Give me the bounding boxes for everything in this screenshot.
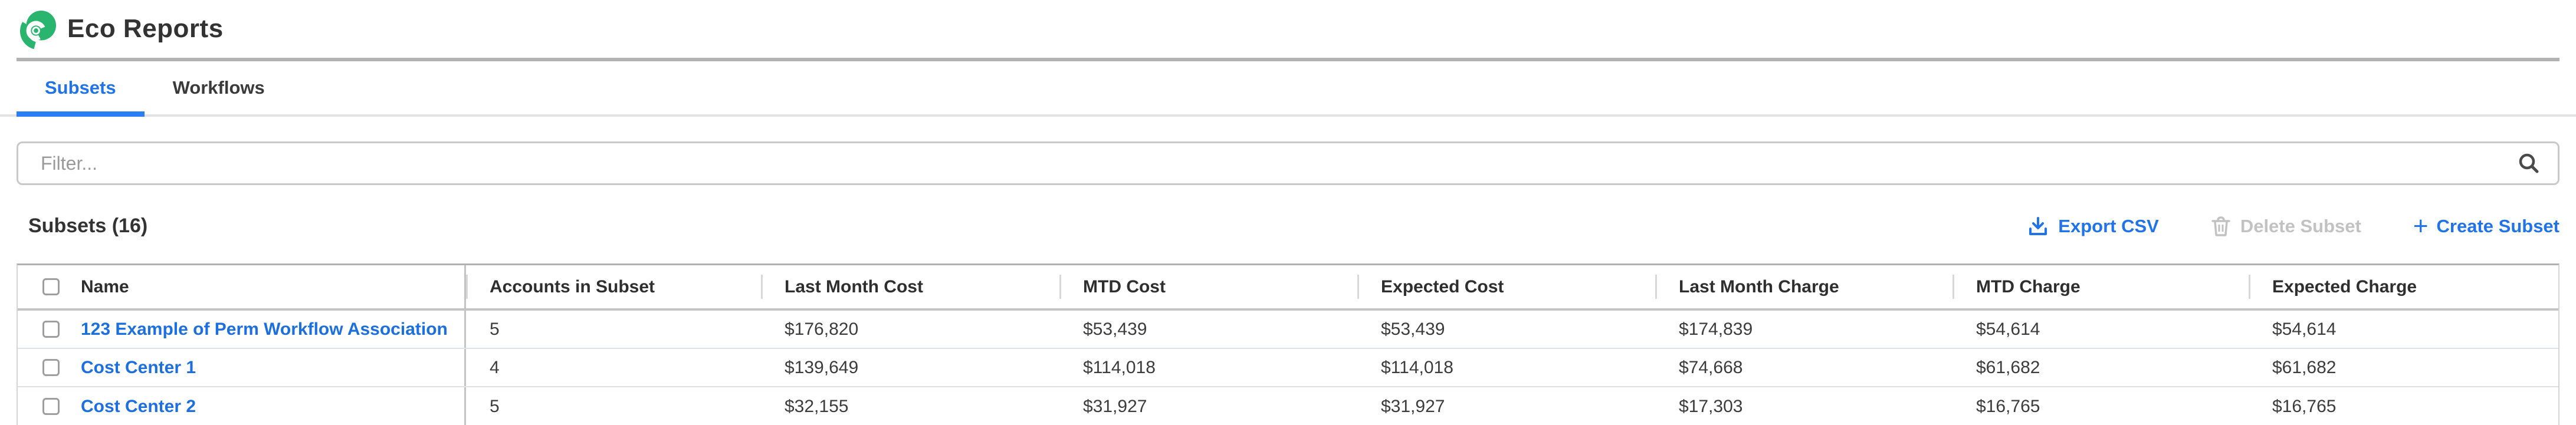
cell-expected-charge: $54,614 <box>2272 319 2337 339</box>
page-title: Eco Reports <box>67 14 224 43</box>
cell-expected-cost: $53,439 <box>1381 319 1445 339</box>
cell-accounts: 4 <box>490 357 500 377</box>
select-all-checkbox[interactable] <box>42 278 60 295</box>
cell-last-month-charge: $74,668 <box>1679 357 1743 377</box>
subset-link[interactable]: Cost Center 1 <box>81 357 196 377</box>
row-checkbox[interactable] <box>42 321 60 338</box>
section-title: Subsets (16) <box>28 215 148 237</box>
cell-mtd-charge: $54,614 <box>1976 319 2040 339</box>
create-subset-label: Create Subset <box>2436 215 2559 236</box>
subset-link[interactable]: Cost Center 2 <box>81 396 196 416</box>
subsets-table: Name Accounts in Subset Last Month Cost … <box>17 263 2559 425</box>
cell-last-month-cost: $139,649 <box>785 357 859 377</box>
header-last-month-cost: Last Month Cost <box>761 265 1059 308</box>
table-header-row: Name Accounts in Subset Last Month Cost … <box>18 265 2558 311</box>
header-expected-charge: Expected Charge <box>2249 265 2558 308</box>
cell-last-month-charge: $174,839 <box>1679 319 1753 339</box>
header-mtd-charge: MTD Charge <box>1952 265 2249 308</box>
subset-link[interactable]: 123 Example of Perm Workflow Association <box>81 319 448 339</box>
cell-mtd-cost: $53,439 <box>1083 319 1147 339</box>
row-name-cell: 123 Example of Perm Workflow Association <box>18 311 466 348</box>
tab-bar: Subsets Workflows <box>0 61 2576 117</box>
cell-mtd-cost: $114,018 <box>1083 357 1156 377</box>
tab-workflows[interactable]: Workflows <box>145 61 293 114</box>
export-csv-button[interactable]: Export CSV <box>2027 216 2159 237</box>
header-name: Name <box>18 265 466 308</box>
row-checkbox[interactable] <box>42 359 60 376</box>
section-header: Subsets (16) Export CSV <box>17 211 2559 240</box>
tab-workflows-label: Workflows <box>172 77 265 98</box>
cell-mtd-charge: $16,765 <box>1976 396 2040 416</box>
header-accounts-in-subset: Accounts in Subset <box>466 265 761 308</box>
cell-accounts: 5 <box>490 396 500 416</box>
header-divider <box>17 58 2559 61</box>
filter-input[interactable] <box>17 141 2559 185</box>
cell-expected-cost: $31,927 <box>1381 396 1445 416</box>
trash-icon <box>2211 216 2231 237</box>
app-header: Eco Reports <box>0 0 2576 58</box>
create-subset-button[interactable]: + Create Subset <box>2413 211 2559 240</box>
delete-subset-button[interactable]: Delete Subset <box>2211 216 2361 237</box>
eco-logo-icon <box>20 10 57 49</box>
table-row: 123 Example of Perm Workflow Association… <box>18 311 2558 349</box>
table-row: Cost Center 2 5 $32,155 $31,927 $31,927 … <box>18 387 2558 425</box>
plus-icon: + <box>2413 211 2429 240</box>
cell-mtd-cost: $31,927 <box>1083 396 1147 416</box>
row-name-cell: Cost Center 1 <box>18 349 466 386</box>
cell-accounts: 5 <box>490 319 500 339</box>
download-icon <box>2027 216 2049 237</box>
row-name-cell: Cost Center 2 <box>18 387 466 425</box>
cell-expected-charge: $61,682 <box>2272 357 2337 377</box>
cell-mtd-charge: $61,682 <box>1976 357 2040 377</box>
table-row: Cost Center 1 4 $139,649 $114,018 $114,0… <box>18 349 2558 387</box>
filter-bar <box>17 141 2559 185</box>
header-expected-cost: Expected Cost <box>1357 265 1655 308</box>
tab-subsets-label: Subsets <box>45 77 116 98</box>
delete-subset-label: Delete Subset <box>2240 215 2361 236</box>
header-mtd-cost: MTD Cost <box>1059 265 1357 308</box>
export-csv-label: Export CSV <box>2058 215 2159 236</box>
tab-subsets[interactable]: Subsets <box>17 61 145 117</box>
cell-last-month-cost: $176,820 <box>785 319 859 339</box>
search-icon[interactable] <box>2516 151 2542 177</box>
action-buttons: Export CSV Delete Subset + Create Subset <box>1976 211 2559 240</box>
row-checkbox[interactable] <box>42 398 60 415</box>
header-last-month-charge: Last Month Charge <box>1655 265 1952 308</box>
cell-last-month-charge: $17,303 <box>1679 396 1743 416</box>
cell-expected-cost: $114,018 <box>1381 357 1453 377</box>
cell-last-month-cost: $32,155 <box>785 396 849 416</box>
cell-expected-charge: $16,765 <box>2272 396 2337 416</box>
